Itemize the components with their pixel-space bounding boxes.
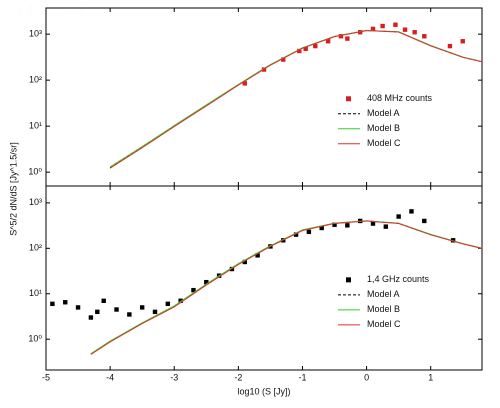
y-tick-label: 10³ xyxy=(29,197,42,207)
data-point xyxy=(409,209,414,214)
data-point xyxy=(306,229,312,235)
x-tick-label: -2 xyxy=(234,372,242,382)
data-point xyxy=(383,224,389,229)
x-tick-label: 0 xyxy=(364,372,369,382)
data-point xyxy=(447,43,453,49)
y-tick-label: 10¹ xyxy=(29,121,42,131)
data-point xyxy=(297,48,302,54)
legend-label: Model B xyxy=(367,304,400,314)
y-tick-label: 10² xyxy=(29,243,42,253)
plot-area xyxy=(50,209,482,355)
data-point xyxy=(345,223,350,228)
model-line xyxy=(90,220,482,355)
data-point xyxy=(319,225,324,231)
model-line xyxy=(90,220,482,355)
data-point xyxy=(191,287,196,293)
data-point xyxy=(204,279,209,285)
data-point xyxy=(412,30,417,35)
data-point xyxy=(139,305,145,310)
x-tick-label: -4 xyxy=(106,372,114,382)
x-tick-label: -3 xyxy=(170,372,178,382)
legend-label: Model B xyxy=(367,123,400,133)
model-line xyxy=(109,30,482,169)
data-point xyxy=(450,238,456,243)
legend-label: 408 MHz counts xyxy=(367,93,433,103)
data-point xyxy=(325,39,331,44)
x-tick-label: 1 xyxy=(428,372,433,382)
plot-area xyxy=(109,22,482,169)
data-point xyxy=(380,23,385,29)
data-point xyxy=(165,301,171,307)
plot-frame xyxy=(45,185,483,371)
data-point xyxy=(460,39,465,44)
data-point xyxy=(393,22,398,27)
x-axis-label: log10 (S [Jy]) xyxy=(237,386,290,396)
data-point xyxy=(95,309,100,315)
data-point xyxy=(396,214,401,219)
data-point xyxy=(63,300,68,305)
legend-label: Model A xyxy=(367,108,400,118)
data-point xyxy=(313,43,318,49)
y-tick-label: 10² xyxy=(29,75,42,85)
data-point xyxy=(303,46,308,52)
data-point xyxy=(114,307,119,312)
data-point xyxy=(178,298,183,303)
legend-marker xyxy=(346,277,351,283)
data-point xyxy=(332,222,337,227)
data-point xyxy=(127,312,132,317)
data-point xyxy=(338,34,344,39)
x-tick-label: -5 xyxy=(42,372,50,382)
legend-label: Model A xyxy=(367,289,400,299)
data-point xyxy=(402,27,408,32)
data-point xyxy=(345,36,350,41)
y-tick-label: 10⁰ xyxy=(28,334,42,344)
legend-label: 1,4 GHz counts xyxy=(367,274,430,284)
data-point xyxy=(88,315,94,320)
y-axis-label: S^5/2 dN/dS [Jy^1.5/sr] xyxy=(8,142,18,236)
legend-marker xyxy=(346,96,351,102)
data-point xyxy=(422,218,427,224)
data-point xyxy=(255,253,260,258)
data-point xyxy=(293,232,299,237)
data-point xyxy=(152,309,158,315)
legend-label: Model C xyxy=(367,319,401,329)
data-point xyxy=(370,26,376,32)
x-tick-label: -1 xyxy=(298,372,306,382)
y-tick-label: 10¹ xyxy=(29,288,42,298)
y-tick-label: 10⁰ xyxy=(28,167,42,177)
data-point xyxy=(422,34,427,39)
data-point xyxy=(50,301,55,307)
data-point xyxy=(75,305,81,310)
data-point xyxy=(242,259,247,265)
model-line xyxy=(90,220,482,355)
y-tick-label: 10³ xyxy=(29,29,42,39)
data-point xyxy=(101,298,106,303)
data-point xyxy=(242,81,247,86)
legend-label: Model C xyxy=(367,138,401,148)
data-point xyxy=(370,221,376,226)
data-point xyxy=(281,57,286,62)
